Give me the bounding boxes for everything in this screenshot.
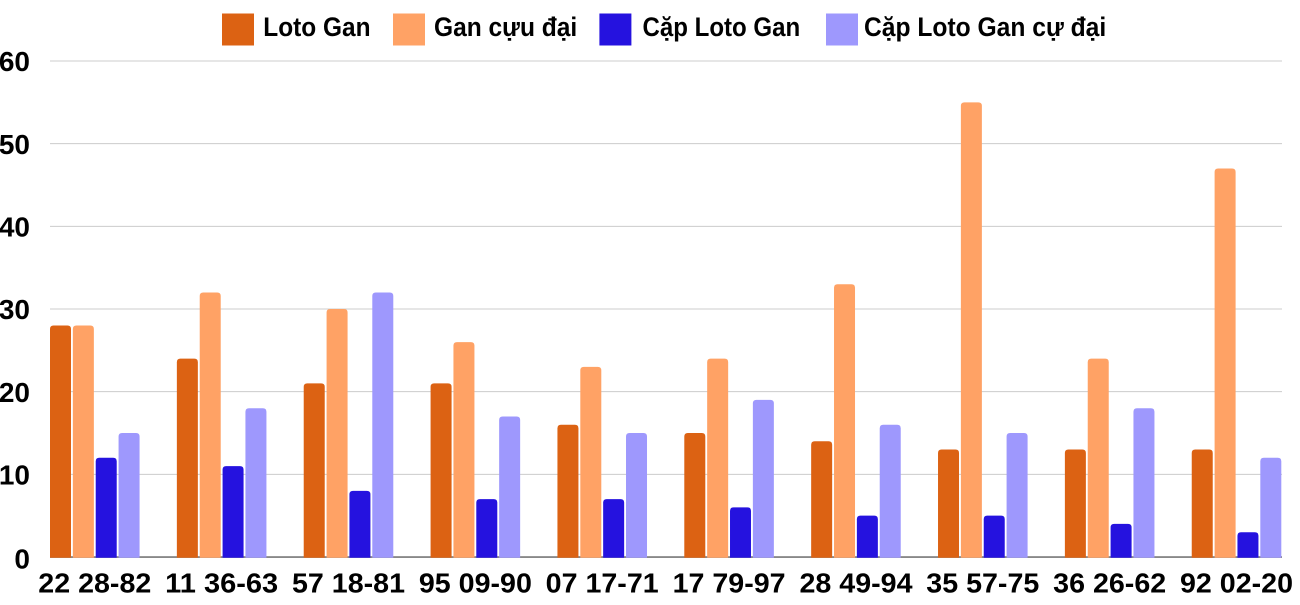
svg-text:35 57-75: 35 57-75 — [926, 568, 1039, 599]
svg-text:10: 10 — [0, 460, 30, 491]
svg-text:28 49-94: 28 49-94 — [800, 568, 913, 599]
svg-text:50: 50 — [0, 129, 30, 160]
svg-text:60: 60 — [0, 46, 30, 77]
svg-text:Cặp Loto Gan cự đại: Cặp Loto Gan cự đại — [864, 12, 1106, 42]
svg-text:92 02-20: 92 02-20 — [1180, 568, 1293, 599]
svg-text:30: 30 — [0, 294, 30, 325]
svg-text:40: 40 — [0, 212, 30, 243]
svg-text:Gan cựu đại: Gan cựu đại — [434, 12, 577, 42]
svg-text:36 26-62: 36 26-62 — [1053, 568, 1166, 599]
svg-text:07 17-71: 07 17-71 — [546, 568, 659, 599]
svg-text:17 79-97: 17 79-97 — [673, 568, 786, 599]
svg-text:22 28-82: 22 28-82 — [38, 568, 151, 599]
svg-text:Loto Gan: Loto Gan — [263, 12, 370, 42]
svg-text:57 18-81: 57 18-81 — [292, 568, 405, 599]
svg-text:20: 20 — [0, 377, 30, 408]
svg-text:11 36-63: 11 36-63 — [165, 568, 278, 599]
svg-text:0: 0 — [14, 543, 30, 574]
svg-text:Cặp Loto Gan: Cặp Loto Gan — [643, 12, 801, 42]
svg-text:95 09-90: 95 09-90 — [419, 568, 532, 599]
